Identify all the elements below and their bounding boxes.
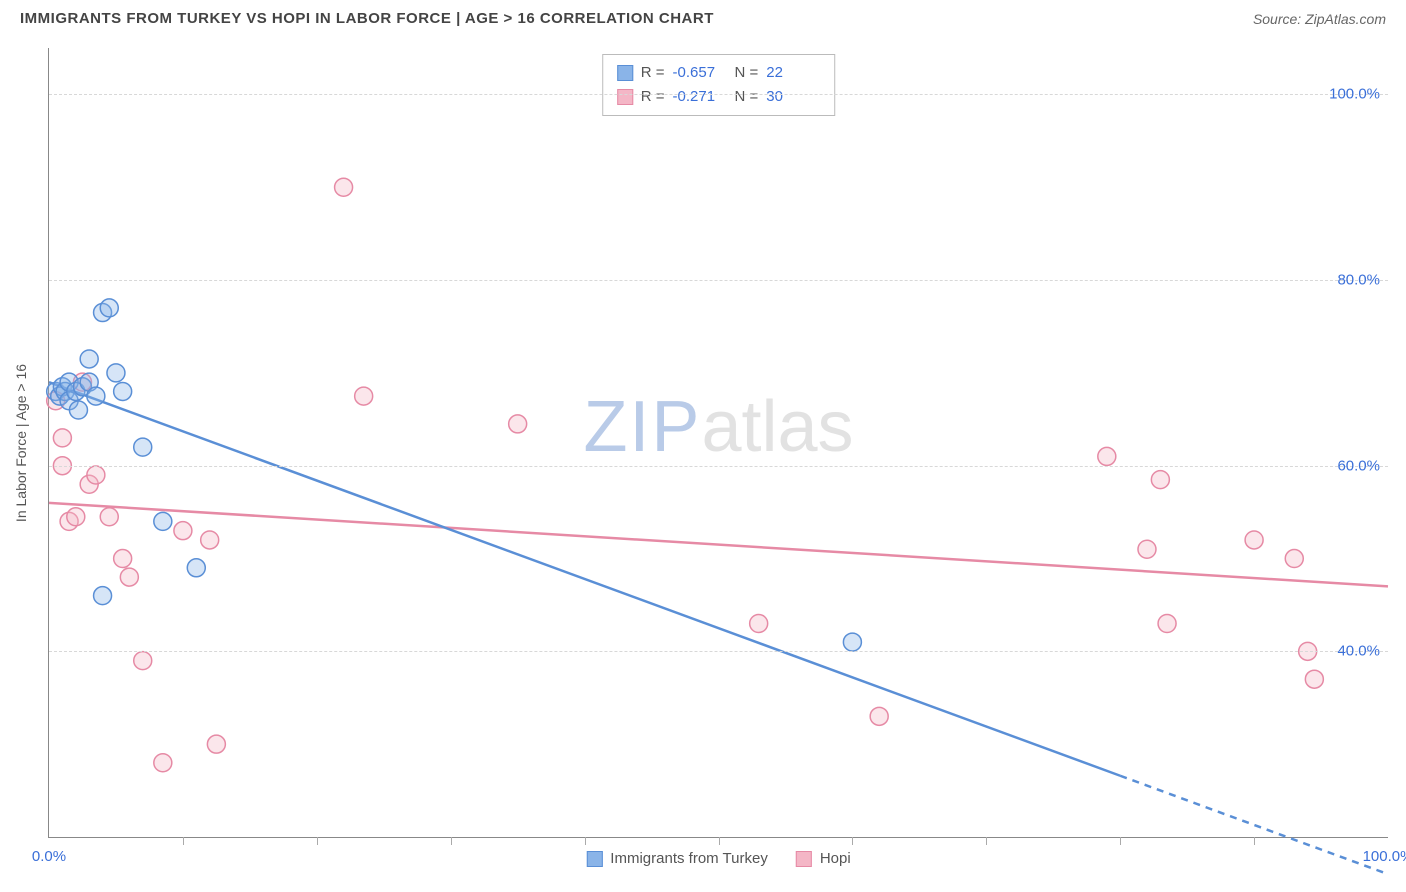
- data-point: [1285, 550, 1303, 568]
- stats-row-hopi: R = -0.271 N = 30: [617, 85, 821, 109]
- x-tick: [585, 837, 586, 845]
- data-point: [1158, 615, 1176, 633]
- data-point: [134, 652, 152, 670]
- data-point: [120, 568, 138, 586]
- chart-source: Source: ZipAtlas.com: [1253, 11, 1386, 27]
- x-tick: [719, 837, 720, 845]
- data-point: [187, 559, 205, 577]
- gridline: [49, 651, 1388, 652]
- x-tick: [317, 837, 318, 845]
- data-point: [750, 615, 768, 633]
- data-point: [174, 522, 192, 540]
- data-point: [843, 633, 861, 651]
- data-point: [870, 707, 888, 725]
- x-tick: [986, 837, 987, 845]
- data-point: [87, 387, 105, 405]
- chart-title: IMMIGRANTS FROM TURKEY VS HOPI IN LABOR …: [20, 10, 714, 27]
- swatch-hopi: [796, 851, 812, 867]
- gridline: [49, 280, 1388, 281]
- data-point: [69, 401, 87, 419]
- plot-area: In Labor Force | Age > 16 ZIPatlas R = -…: [48, 48, 1388, 838]
- trend-line-dashed: [1120, 776, 1388, 874]
- legend-item-turkey: Immigrants from Turkey: [586, 850, 768, 867]
- x-tick: [1254, 837, 1255, 845]
- legend-item-hopi: Hopi: [796, 850, 851, 867]
- y-axis-label: In Labor Force | Age > 16: [13, 363, 29, 521]
- gridline: [49, 94, 1388, 95]
- data-point: [154, 512, 172, 530]
- data-point: [154, 754, 172, 772]
- x-tick: [1120, 837, 1121, 845]
- data-point: [1138, 540, 1156, 558]
- chart-svg: [49, 48, 1388, 837]
- stats-row-turkey: R = -0.657 N = 22: [617, 61, 821, 85]
- swatch-turkey: [586, 851, 602, 867]
- x-tick-label: 0.0%: [32, 848, 66, 865]
- x-tick: [852, 837, 853, 845]
- data-point: [87, 466, 105, 484]
- data-point: [94, 587, 112, 605]
- data-point: [107, 364, 125, 382]
- y-tick-label: 60.0%: [1337, 457, 1380, 474]
- data-point: [1305, 670, 1323, 688]
- data-point: [100, 508, 118, 526]
- data-point: [1098, 447, 1116, 465]
- y-tick-label: 80.0%: [1337, 272, 1380, 289]
- data-point: [509, 415, 527, 433]
- y-tick-label: 40.0%: [1337, 643, 1380, 660]
- data-point: [100, 299, 118, 317]
- data-point: [53, 429, 71, 447]
- data-point: [1151, 471, 1169, 489]
- swatch-hopi: [617, 89, 633, 105]
- data-point: [1245, 531, 1263, 549]
- data-point: [114, 382, 132, 400]
- data-point: [207, 735, 225, 753]
- y-tick-label: 100.0%: [1329, 86, 1380, 103]
- gridline: [49, 466, 1388, 467]
- data-point: [80, 350, 98, 368]
- bottom-legend: Immigrants from Turkey Hopi: [586, 850, 850, 867]
- x-tick: [451, 837, 452, 845]
- chart-header: IMMIGRANTS FROM TURKEY VS HOPI IN LABOR …: [0, 0, 1406, 35]
- data-point: [355, 387, 373, 405]
- x-tick: [183, 837, 184, 845]
- trend-line: [49, 503, 1388, 587]
- data-point: [114, 550, 132, 568]
- swatch-turkey: [617, 65, 633, 81]
- data-point: [335, 178, 353, 196]
- x-tick-label: 100.0%: [1363, 848, 1406, 865]
- trend-line: [49, 382, 1120, 776]
- data-point: [67, 508, 85, 526]
- data-point: [134, 438, 152, 456]
- data-point: [201, 531, 219, 549]
- stats-legend: R = -0.657 N = 22 R = -0.271 N = 30: [602, 54, 836, 116]
